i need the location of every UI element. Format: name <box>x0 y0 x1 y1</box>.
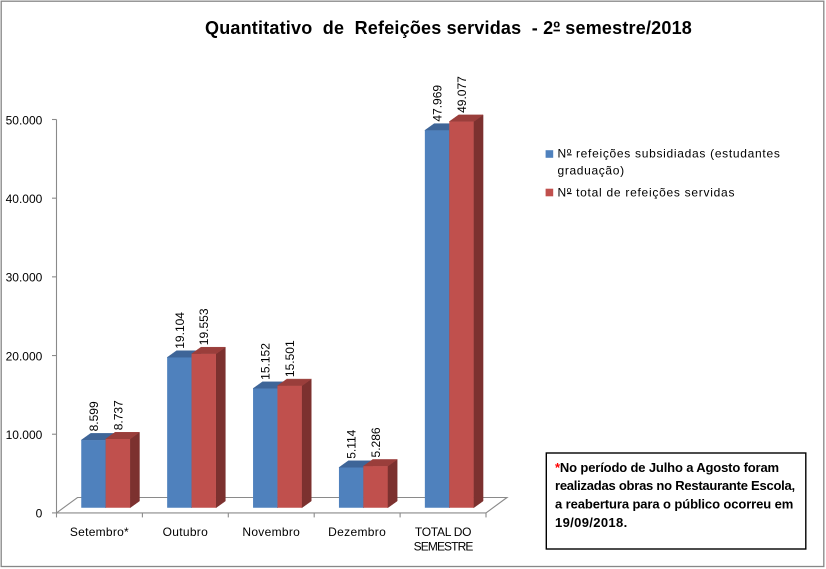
svg-text:Nº total de refeições servidas: Nº total de refeições servidas <box>558 185 736 199</box>
svg-text:10.000: 10.000 <box>6 428 43 442</box>
svg-text:49.077: 49.077 <box>455 76 469 113</box>
svg-text:5.286: 5.286 <box>369 427 383 457</box>
svg-text:SEMESTRE: SEMESTRE <box>414 539 474 553</box>
svg-text:Nº refeições subsidiadas (estu: Nº refeições subsidiadas (estudantes <box>558 147 781 161</box>
svg-text:*No período de Julho a Agosto: *No período de Julho a Agosto foram <box>555 460 779 475</box>
svg-text:30.000: 30.000 <box>6 271 43 285</box>
svg-text:19.553: 19.553 <box>197 308 211 345</box>
svg-text:0: 0 <box>36 507 43 521</box>
svg-text:40.000: 40.000 <box>6 192 43 206</box>
svg-text:50.000: 50.000 <box>6 113 43 127</box>
svg-text:graduação): graduação) <box>558 164 625 178</box>
svg-text:Dezembro: Dezembro <box>328 525 386 539</box>
svg-text:8.599: 8.599 <box>87 401 101 431</box>
svg-text:8.737: 8.737 <box>111 400 125 430</box>
svg-text:15.501: 15.501 <box>283 340 297 377</box>
svg-text:TOTAL DO: TOTAL DO <box>415 525 471 539</box>
svg-text:47.969: 47.969 <box>430 85 444 122</box>
svg-text:20.000: 20.000 <box>6 349 43 363</box>
svg-text:Novembro: Novembro <box>242 525 300 539</box>
svg-text:Setembro*: Setembro* <box>70 525 129 539</box>
svg-text:19/09/2018.: 19/09/2018. <box>555 515 628 530</box>
svg-text:realizadas obras no Restaurant: realizadas obras no Restaurante Escola, <box>555 478 795 493</box>
svg-text:15.152: 15.152 <box>259 343 273 380</box>
svg-text:Outubro: Outubro <box>163 525 208 539</box>
svg-text:19.104: 19.104 <box>173 312 187 349</box>
svg-text:5.114: 5.114 <box>345 429 359 458</box>
svg-text:a reabertura para o público oc: a reabertura para o público ocorreu em <box>555 497 793 512</box>
svg-text:Quantitativo de Refeições se: Quantitativo de Refeições servidas - 2º … <box>205 18 692 38</box>
